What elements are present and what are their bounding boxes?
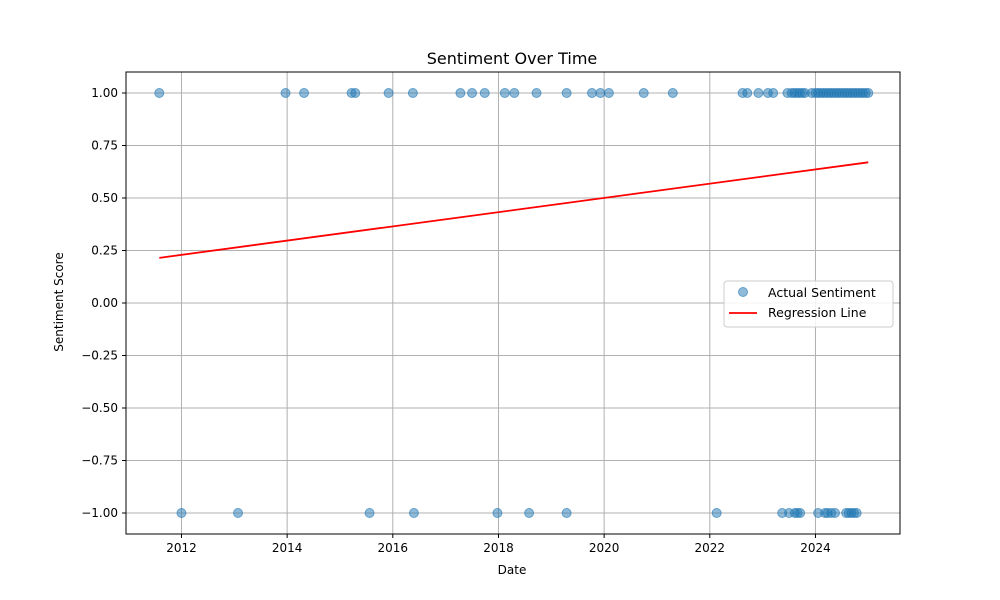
scatter-point xyxy=(531,88,542,98)
grid-layer xyxy=(126,72,900,534)
scatter-point xyxy=(492,508,503,518)
scatter-point xyxy=(851,508,862,518)
legend: Actual Sentiment Regression Line xyxy=(723,280,894,328)
x-tick-label: 2020 xyxy=(589,541,620,555)
y-tick-label: 0.75 xyxy=(91,139,118,153)
scatter-point xyxy=(561,88,572,98)
x-axis-ticks: 2012 2014 2016 2018 2020 2022 2024 xyxy=(166,534,831,555)
x-tick-label: 2024 xyxy=(800,541,831,555)
scatter-point xyxy=(233,508,244,518)
x-axis-label: Date xyxy=(498,563,527,577)
scatter-point xyxy=(408,508,419,518)
y-tick-label: −0.25 xyxy=(81,349,118,363)
y-axis-ticks: 1.00 0.75 0.50 0.25 0.00 −0.25 −0.50 −0.75 −1.00 xyxy=(81,86,126,520)
scatter-point xyxy=(350,88,361,98)
scatter-point xyxy=(299,88,310,98)
chart-title: Sentiment Over Time xyxy=(427,49,598,68)
scatter-point xyxy=(154,88,165,98)
legend-marker-actual-sentiment xyxy=(738,287,748,297)
y-tick-label: 0.25 xyxy=(91,244,118,258)
scatter-point xyxy=(863,88,874,98)
y-tick-label: −0.75 xyxy=(81,454,118,468)
scatter-point xyxy=(280,88,291,98)
x-tick-label: 2018 xyxy=(483,541,514,555)
x-tick-label: 2014 xyxy=(272,541,303,555)
scatter-point xyxy=(711,508,722,518)
scatter-point xyxy=(479,88,490,98)
scatter-point xyxy=(364,508,375,518)
scatter-point xyxy=(638,88,649,98)
legend-box xyxy=(723,280,894,328)
scatter-point xyxy=(742,88,753,98)
y-tick-label: −1.00 xyxy=(81,506,118,520)
scatter-point xyxy=(467,88,478,98)
scatter-point xyxy=(455,88,466,98)
scatter-point xyxy=(509,88,520,98)
legend-label-regression-line: Regression Line xyxy=(768,305,867,320)
y-tick-label: 1.00 xyxy=(91,86,118,100)
scatter-point xyxy=(524,508,535,518)
x-tick-label: 2022 xyxy=(695,541,726,555)
scatter-point xyxy=(753,88,764,98)
regression-layer xyxy=(159,161,869,259)
regression-line xyxy=(159,161,869,259)
x-tick-label: 2012 xyxy=(166,541,197,555)
y-tick-label: 0.50 xyxy=(91,191,118,205)
y-axis-label: Sentiment Score xyxy=(52,252,66,351)
scatter-point xyxy=(667,88,678,98)
scatter-point xyxy=(383,88,394,98)
legend-label-actual-sentiment: Actual Sentiment xyxy=(768,285,876,300)
scatter-point xyxy=(561,508,572,518)
scatter-point xyxy=(176,508,187,518)
scatter-point xyxy=(768,88,779,98)
scatter-point xyxy=(586,88,597,98)
y-tick-label: −0.50 xyxy=(81,401,118,415)
scatter-point xyxy=(595,88,606,98)
scatter-point xyxy=(407,88,418,98)
y-tick-label: 0.00 xyxy=(91,296,118,310)
scatter-point xyxy=(603,88,614,98)
scatter-point xyxy=(830,508,841,518)
x-tick-label: 2016 xyxy=(378,541,409,555)
points-layer xyxy=(154,88,874,518)
scatter-point xyxy=(499,88,510,98)
scatter-point xyxy=(795,508,806,518)
